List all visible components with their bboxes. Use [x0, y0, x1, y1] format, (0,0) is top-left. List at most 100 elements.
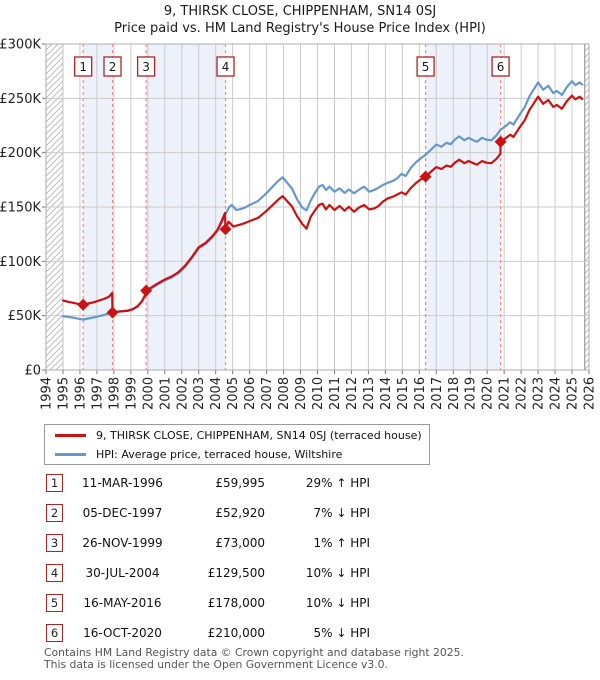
sale-price-5: £178,000 [207, 596, 265, 610]
sale-price-3: £73,000 [215, 536, 265, 550]
sale-number-1: 1 [46, 474, 63, 492]
sale-date-5: 16-MAY-2016 [83, 596, 162, 610]
x-tick-label-2023: 2023 [532, 377, 547, 410]
y-tick-label-100: £100K [0, 255, 41, 270]
y-tick-label-200: £200K [0, 146, 41, 161]
sale-row-3: 3 26-NOV-1999 £73,000 1% ↑ HPI [0, 534, 600, 554]
sale-row-6: 6 16-OCT-2020 £210,000 5% ↓ HPI [0, 624, 600, 644]
sale-marker-box-6 [491, 56, 510, 77]
x-tick-label-2010: 2010 [311, 377, 326, 410]
sale-date-3: 26-NOV-1999 [82, 536, 163, 550]
sale-vs-hpi-6: 5% ↓ HPI [313, 626, 370, 640]
sale-vs-hpi-3: 1% ↑ HPI [313, 536, 370, 550]
x-tick-label-2024: 2024 [549, 377, 564, 410]
sale-marker-box-5 [416, 56, 435, 77]
x-tick-label-2025: 2025 [566, 377, 581, 410]
x-tick-label-2020: 2020 [481, 377, 496, 410]
chart-title-line1: 9, THIRSK CLOSE, CHIPPENHAM, SN14 0SJ [163, 4, 437, 19]
plot-border [45, 43, 590, 371]
sale-marker-box-2 [103, 56, 122, 77]
sale-diamond-1 [77, 298, 90, 311]
x-tick-label-2019: 2019 [464, 377, 479, 410]
x-tick-label-2015: 2015 [396, 377, 411, 410]
x-tick-label-1995: 1995 [56, 377, 71, 410]
x-tick-label-2017: 2017 [430, 377, 445, 410]
gridlines [45, 43, 590, 371]
sale-number-5: 5 [46, 594, 63, 612]
sale-price-1: £59,995 [215, 476, 265, 490]
sale-row-1: 1 11-MAR-1996 £59,995 29% ↑ HPI [0, 474, 600, 494]
sale-date-6: 16-OCT-2020 [83, 626, 162, 640]
sale-marker-number-4: 4 [222, 60, 230, 74]
sale-vs-hpi-4: 10% ↓ HPI [305, 566, 370, 580]
x-tick-label-2021: 2021 [498, 377, 513, 410]
sale-number-3: 3 [46, 534, 63, 552]
sale-diamond-4 [219, 223, 232, 236]
x-tick-label-2016: 2016 [413, 377, 428, 410]
sale-number-2: 2 [46, 504, 63, 522]
sale-marker-number-5: 5 [422, 60, 430, 74]
footer-attribution: Contains HM Land Registry data © Crown c… [44, 646, 464, 659]
sale-number-6: 6 [46, 624, 63, 642]
x-tick-label-2008: 2008 [277, 377, 292, 410]
y-tick-label-50: £50K [8, 309, 42, 324]
x-tick-label-2011: 2011 [328, 377, 343, 410]
x-tick-label-2005: 2005 [226, 377, 241, 410]
chart-legend: 9, THIRSK CLOSE, CHIPPENHAM, SN14 0SJ (t… [44, 424, 430, 465]
x-tick-label-2007: 2007 [260, 377, 275, 410]
x-tick-label-1998: 1998 [107, 377, 122, 410]
sale-diamond-6 [494, 135, 507, 148]
sale-row-5: 5 16-MAY-2016 £178,000 10% ↓ HPI [0, 594, 600, 614]
legend-item-hpi: HPI: Average price, terraced house, Wilt… [55, 445, 342, 464]
x-tick-label-2012: 2012 [345, 377, 360, 410]
sale-diamond-3 [140, 284, 153, 297]
legend-item-price: 9, THIRSK CLOSE, CHIPPENHAM, SN14 0SJ (t… [55, 426, 422, 445]
sale-marker-box-4 [216, 56, 235, 77]
footer-licence: This data is licensed under the Open Gov… [44, 658, 388, 671]
chart-title-line2: Price paid vs. HM Land Registry's House … [114, 21, 486, 36]
price-line-swatch [55, 434, 86, 437]
price-history-chart: 1 2 3 4 5 6 £0 £50K £100K £150K £200K £250K £300K 199… [0, 38, 598, 411]
sale-diamond-5 [419, 170, 432, 183]
sale-price-6: £210,000 [207, 626, 265, 640]
sale-diamond-2 [106, 306, 119, 319]
x-tick-label-2006: 2006 [243, 377, 258, 410]
x-tick-label-1997: 1997 [90, 377, 105, 410]
legend-label-price: 9, THIRSK CLOSE, CHIPPENHAM, SN14 0SJ (t… [96, 429, 422, 442]
x-tick-label-2026: 2026 [583, 377, 598, 410]
sale-number-4: 4 [46, 564, 63, 582]
y-tick-label-300: £300K [0, 38, 41, 53]
sale-vs-hpi-2: 7% ↓ HPI [313, 506, 370, 520]
sale-marker-number-6: 6 [497, 60, 505, 74]
x-tick-label-2001: 2001 [158, 377, 173, 410]
sale-date-2: 05-DEC-1997 [82, 506, 163, 520]
sale-marker-number-2: 2 [109, 60, 117, 74]
sale-price-4: £129,500 [207, 566, 265, 580]
sale-date-4: 30-JUL-2004 [85, 566, 160, 580]
sale-vs-hpi-1: 29% ↑ HPI [305, 476, 370, 490]
x-tick-label-1999: 1999 [124, 377, 139, 410]
y-tick-label-0: £0 [24, 364, 41, 379]
x-tick-label-2000: 2000 [141, 377, 156, 410]
x-tick-label-1996: 1996 [73, 377, 88, 410]
x-tick-label-2002: 2002 [175, 377, 190, 410]
x-tick-label-2014: 2014 [379, 377, 394, 410]
x-tick-label-2004: 2004 [209, 377, 224, 410]
y-tick-label-150: £150K [0, 201, 41, 216]
x-tick-label-2013: 2013 [362, 377, 377, 410]
sale-row-2: 2 05-DEC-1997 £52,920 7% ↓ HPI [0, 504, 600, 524]
sale-vs-hpi-5: 10% ↓ HPI [305, 596, 370, 610]
legend-label-hpi: HPI: Average price, terraced house, Wilt… [96, 448, 343, 461]
sale-marker-number-3: 3 [142, 60, 150, 74]
x-tick-label-2018: 2018 [447, 377, 462, 410]
sale-marker-box-1 [74, 56, 93, 77]
axis-ticks [42, 43, 590, 374]
footer: Contains HM Land Registry data © Crown c… [44, 647, 464, 671]
y-tick-label-250: £250K [0, 92, 41, 107]
sale-marker-box-3 [136, 56, 156, 77]
hpi-line-swatch [55, 453, 86, 456]
sale-row-4: 4 30-JUL-2004 £129,500 10% ↓ HPI [0, 564, 600, 584]
sale-date-1: 11-MAR-1996 [82, 476, 163, 490]
sale-marker-number-1: 1 [79, 60, 87, 74]
